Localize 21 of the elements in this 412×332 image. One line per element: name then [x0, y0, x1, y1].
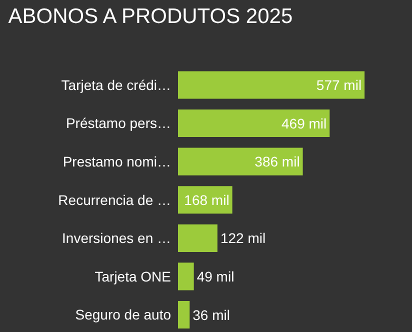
data-label: 386 mil: [254, 154, 300, 170]
y-tick-label: Inversiones en …: [62, 230, 171, 246]
bar: [178, 71, 365, 99]
data-label: 577 mil: [316, 76, 362, 93]
bar: [178, 148, 303, 176]
data-label: 36 mil: [192, 306, 230, 323]
chart-title: ABONOS A PRODUTOS 2025: [8, 5, 293, 28]
data-label: 122 mil: [220, 230, 266, 246]
bar: [178, 224, 218, 252]
y-tick-label: Recurrencia de …: [58, 192, 171, 208]
data-label: 49 mil: [196, 268, 234, 284]
y-tick-label: Préstamo pers…: [66, 115, 171, 132]
data-label: 168 mil: [184, 192, 230, 208]
bar: [178, 262, 194, 290]
bar: [178, 300, 190, 329]
data-label: 469 mil: [282, 115, 327, 132]
y-tick-label: Tarjeta ONE: [94, 268, 171, 284]
y-tick-label: Prestamo nomi…: [62, 153, 171, 170]
y-tick-label: Tarjeta de crédi…: [61, 76, 171, 93]
y-tick-label: Seguro de auto: [75, 306, 172, 323]
bar: [178, 109, 330, 138]
